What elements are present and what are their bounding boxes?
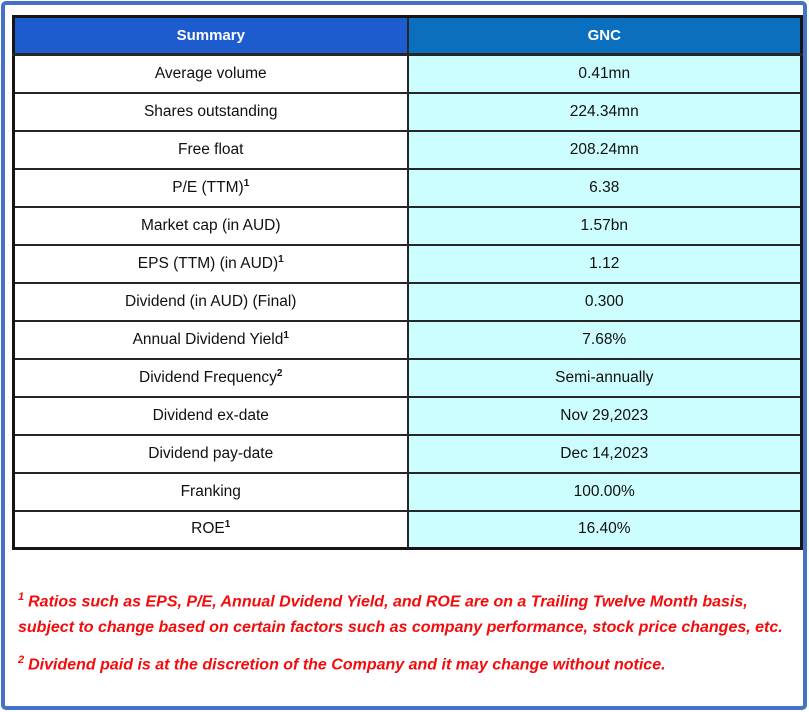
table-row: Dividend ex-date Nov 29,2023 [12,395,803,436]
metric-value-cell: 100.00% [406,471,803,512]
metric-value-cell: Semi-annually [406,357,803,398]
footnote-1-text: Ratios such as EPS, P/E, Annual Dvidend … [18,593,783,636]
metric-superscript: 1 [243,177,250,189]
metric-superscript: 1 [278,253,284,265]
metric-value-cell: 0.300 [406,281,803,322]
footnote-2-text: Dividend paid is at the discretion of th… [28,655,666,673]
footnote-2-superscript: 2 [18,653,25,666]
table-row: Annual Dividend Yield1 7.68% [12,319,803,360]
metric-value-cell: 1.57bn [406,205,803,246]
metric-superscript: 2 [276,367,283,379]
table-row: Dividend (in AUD) (Final) 0.300 [12,281,803,322]
metric-label-cell: EPS (TTM) (in AUD)1 [12,243,409,284]
table-row: Market cap (in AUD) 1.57bn [12,205,803,246]
metric-label-cell: ROE1 [12,509,409,550]
table-row: Dividend Frequency2 Semi-annually [12,357,803,398]
table-row: ROE1 16.40% [12,509,803,550]
footnotes: 1 Ratios such as EPS, P/E, Annual Dvidend… [18,589,802,688]
metric-label-cell: Dividend pay-date [12,433,409,474]
metric-value-cell: Dec 14,2023 [406,433,803,474]
metric-value-cell: 208.24mn [406,129,803,170]
metric-label-cell: Dividend Frequency2 [12,357,409,398]
table-row: Average volume 0.41mn [12,53,803,94]
metric-superscript: 1 [224,519,231,531]
metric-label-cell: P/E (TTM)1 [12,167,409,208]
table-row: Shares outstanding 224.34mn [12,91,803,132]
metric-value-cell: 224.34mn [406,91,803,132]
table-row: Franking 100.00% [12,471,803,512]
footnote-1: 1 Ratios such as EPS, P/E, Annual Dvidend… [18,589,802,641]
footnote-1-superscript: 1 [18,591,25,603]
metric-label-cell: Dividend (in AUD) (Final) [12,281,409,322]
metric-label-cell: Franking [12,471,409,512]
table-header: Summary GNC [12,15,803,56]
metric-value-cell: 6.38 [406,167,803,208]
header-cell-gnc: GNC [406,15,803,56]
metric-label-cell: Market cap (in AUD) [12,205,409,246]
metric-superscript: 1 [283,329,289,341]
metric-label-cell: Dividend ex-date [12,395,409,436]
footnote-2: 2 Dividend paid is at the discretion of t… [18,652,802,678]
header-row: Summary GNC [12,15,803,56]
metric-value-cell: 16.40% [406,509,803,550]
summary-table: Summary GNC Average volume 0.41mn Shares o… [12,15,803,550]
metric-value-cell: 1.12 [406,243,803,284]
metric-label-cell: Shares outstanding [12,91,409,132]
metric-value-cell: Nov 29,2023 [406,395,803,436]
table-row: Dividend pay-date Dec 14,2023 [12,433,803,474]
metric-value-cell: 0.41mn [406,53,803,94]
metric-label-cell: Annual Dividend Yield1 [12,319,409,360]
metric-label-cell: Free float [12,129,409,170]
table-row: EPS (TTM) (in AUD)1 1.12 [12,243,803,284]
metric-value-cell: 7.68% [406,319,803,360]
metric-label-cell: Average volume [12,53,409,94]
table-body: Average volume 0.41mn Shares outstanding 22… [12,53,803,550]
table-row: P/E (TTM)1 6.38 [12,167,803,208]
header-cell-summary: Summary [12,15,409,56]
table-row: Free float 208.24mn [12,129,803,170]
